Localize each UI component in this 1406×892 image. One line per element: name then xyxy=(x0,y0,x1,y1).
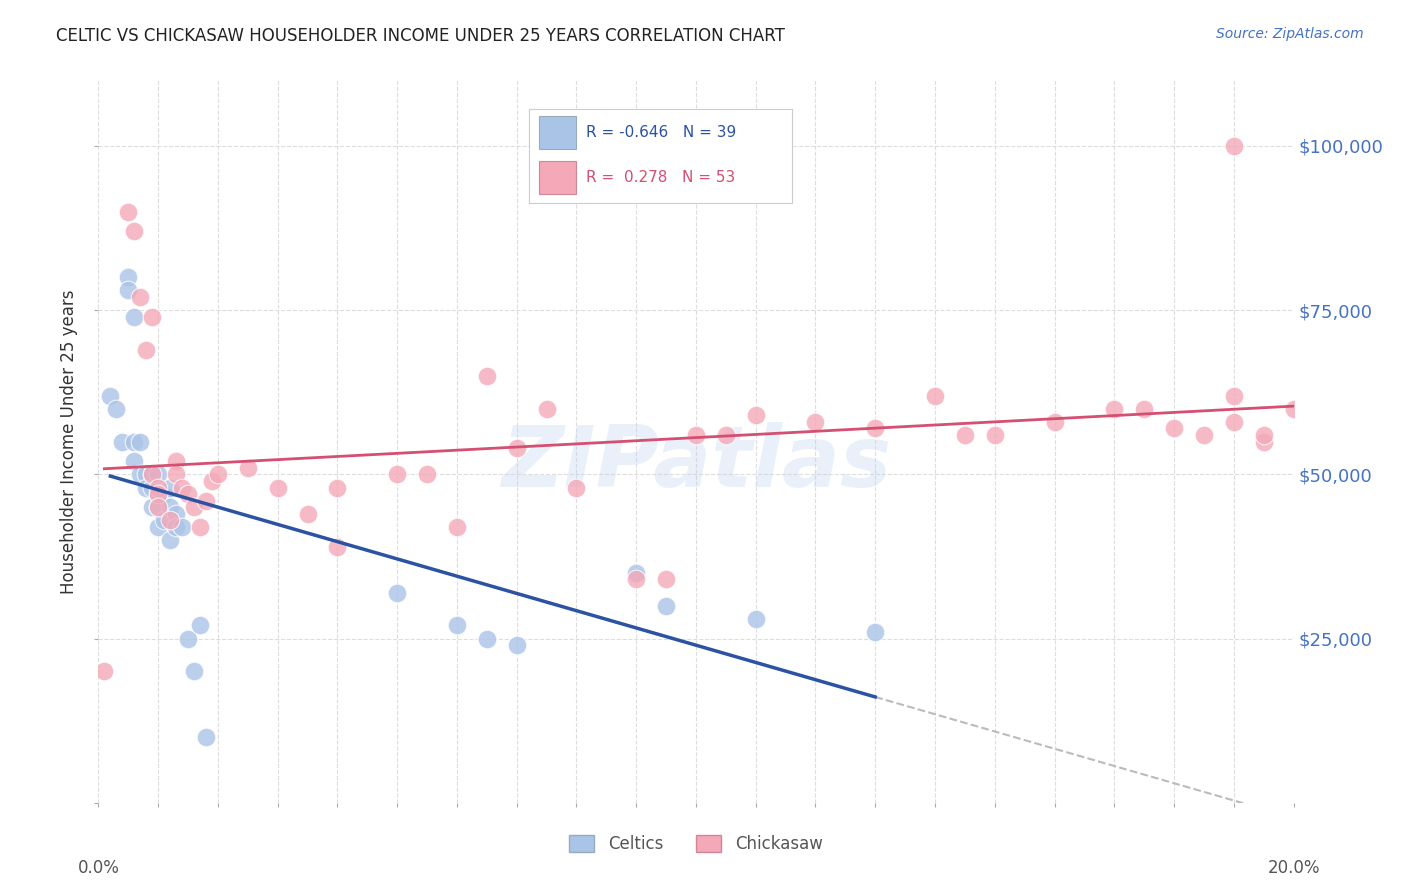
Legend: Celtics, Chickasaw: Celtics, Chickasaw xyxy=(562,828,830,860)
Point xyxy=(1133,401,1156,416)
Text: 0.0%: 0.0% xyxy=(77,859,120,877)
Point xyxy=(714,428,737,442)
Point xyxy=(1104,401,1126,416)
Point xyxy=(172,520,194,534)
Point xyxy=(165,454,187,468)
Point xyxy=(1043,415,1066,429)
Point xyxy=(655,599,678,613)
Point xyxy=(165,520,187,534)
Point xyxy=(297,507,319,521)
Point xyxy=(1223,388,1246,402)
Point xyxy=(1223,415,1246,429)
Point xyxy=(626,566,648,580)
Point xyxy=(177,487,200,501)
Point xyxy=(188,520,211,534)
Point xyxy=(117,270,139,285)
Point xyxy=(506,638,529,652)
Point xyxy=(93,665,115,679)
Point xyxy=(195,493,218,508)
Point xyxy=(446,618,468,632)
Point xyxy=(124,434,146,449)
Point xyxy=(326,540,349,554)
Point xyxy=(326,481,349,495)
Point xyxy=(124,454,146,468)
Point xyxy=(117,284,139,298)
Text: 20.0%: 20.0% xyxy=(1267,859,1320,877)
Point xyxy=(416,467,439,482)
Point xyxy=(685,428,707,442)
Point xyxy=(124,310,146,324)
Point xyxy=(148,481,170,495)
Point xyxy=(446,520,468,534)
Point xyxy=(1282,401,1305,416)
Point xyxy=(475,368,498,383)
Point xyxy=(153,513,176,527)
Point xyxy=(865,421,887,435)
Point xyxy=(1253,428,1275,442)
Point xyxy=(177,632,200,646)
Point xyxy=(117,204,139,219)
Point xyxy=(207,467,229,482)
Point xyxy=(385,467,409,482)
Point xyxy=(165,507,187,521)
Point xyxy=(129,434,152,449)
Point xyxy=(924,388,946,402)
Point xyxy=(135,481,157,495)
Point xyxy=(804,415,827,429)
Point xyxy=(1163,421,1185,435)
Point xyxy=(135,467,157,482)
Point xyxy=(141,500,163,515)
Point xyxy=(565,481,588,495)
Point xyxy=(148,467,170,482)
Point xyxy=(745,409,768,423)
Point xyxy=(984,428,1007,442)
Point xyxy=(129,290,152,304)
Point xyxy=(953,428,976,442)
Text: CELTIC VS CHICKASAW HOUSEHOLDER INCOME UNDER 25 YEARS CORRELATION CHART: CELTIC VS CHICKASAW HOUSEHOLDER INCOME U… xyxy=(56,27,785,45)
Point xyxy=(141,467,163,482)
Point xyxy=(141,467,163,482)
Point xyxy=(183,500,205,515)
Point xyxy=(105,401,128,416)
Point xyxy=(141,481,163,495)
Point xyxy=(135,343,157,357)
Point xyxy=(148,487,170,501)
Point xyxy=(201,474,224,488)
Point xyxy=(159,481,181,495)
Point xyxy=(195,730,218,744)
Point xyxy=(148,500,170,515)
Point xyxy=(385,585,409,599)
Point xyxy=(148,520,170,534)
Point xyxy=(159,513,181,527)
Point xyxy=(129,467,152,482)
Point xyxy=(148,487,170,501)
Point xyxy=(141,310,163,324)
Point xyxy=(475,632,498,646)
Point xyxy=(655,573,678,587)
Text: Source: ZipAtlas.com: Source: ZipAtlas.com xyxy=(1216,27,1364,41)
Point xyxy=(98,388,122,402)
Point xyxy=(124,224,146,238)
Point xyxy=(183,665,205,679)
Point xyxy=(626,573,648,587)
Point xyxy=(172,481,194,495)
Point xyxy=(159,533,181,547)
Point xyxy=(236,460,259,475)
Point xyxy=(1223,139,1246,153)
Point xyxy=(148,500,170,515)
Text: ZIPatlas: ZIPatlas xyxy=(501,422,891,505)
Point xyxy=(1253,434,1275,449)
Point xyxy=(865,625,887,640)
Point xyxy=(165,467,187,482)
Point xyxy=(745,612,768,626)
Point xyxy=(111,434,134,449)
Point xyxy=(536,401,558,416)
Point xyxy=(267,481,290,495)
Point xyxy=(159,500,181,515)
Point xyxy=(1192,428,1215,442)
Point xyxy=(506,441,529,455)
Point xyxy=(153,487,176,501)
Y-axis label: Householder Income Under 25 years: Householder Income Under 25 years xyxy=(60,289,79,594)
Point xyxy=(188,618,211,632)
